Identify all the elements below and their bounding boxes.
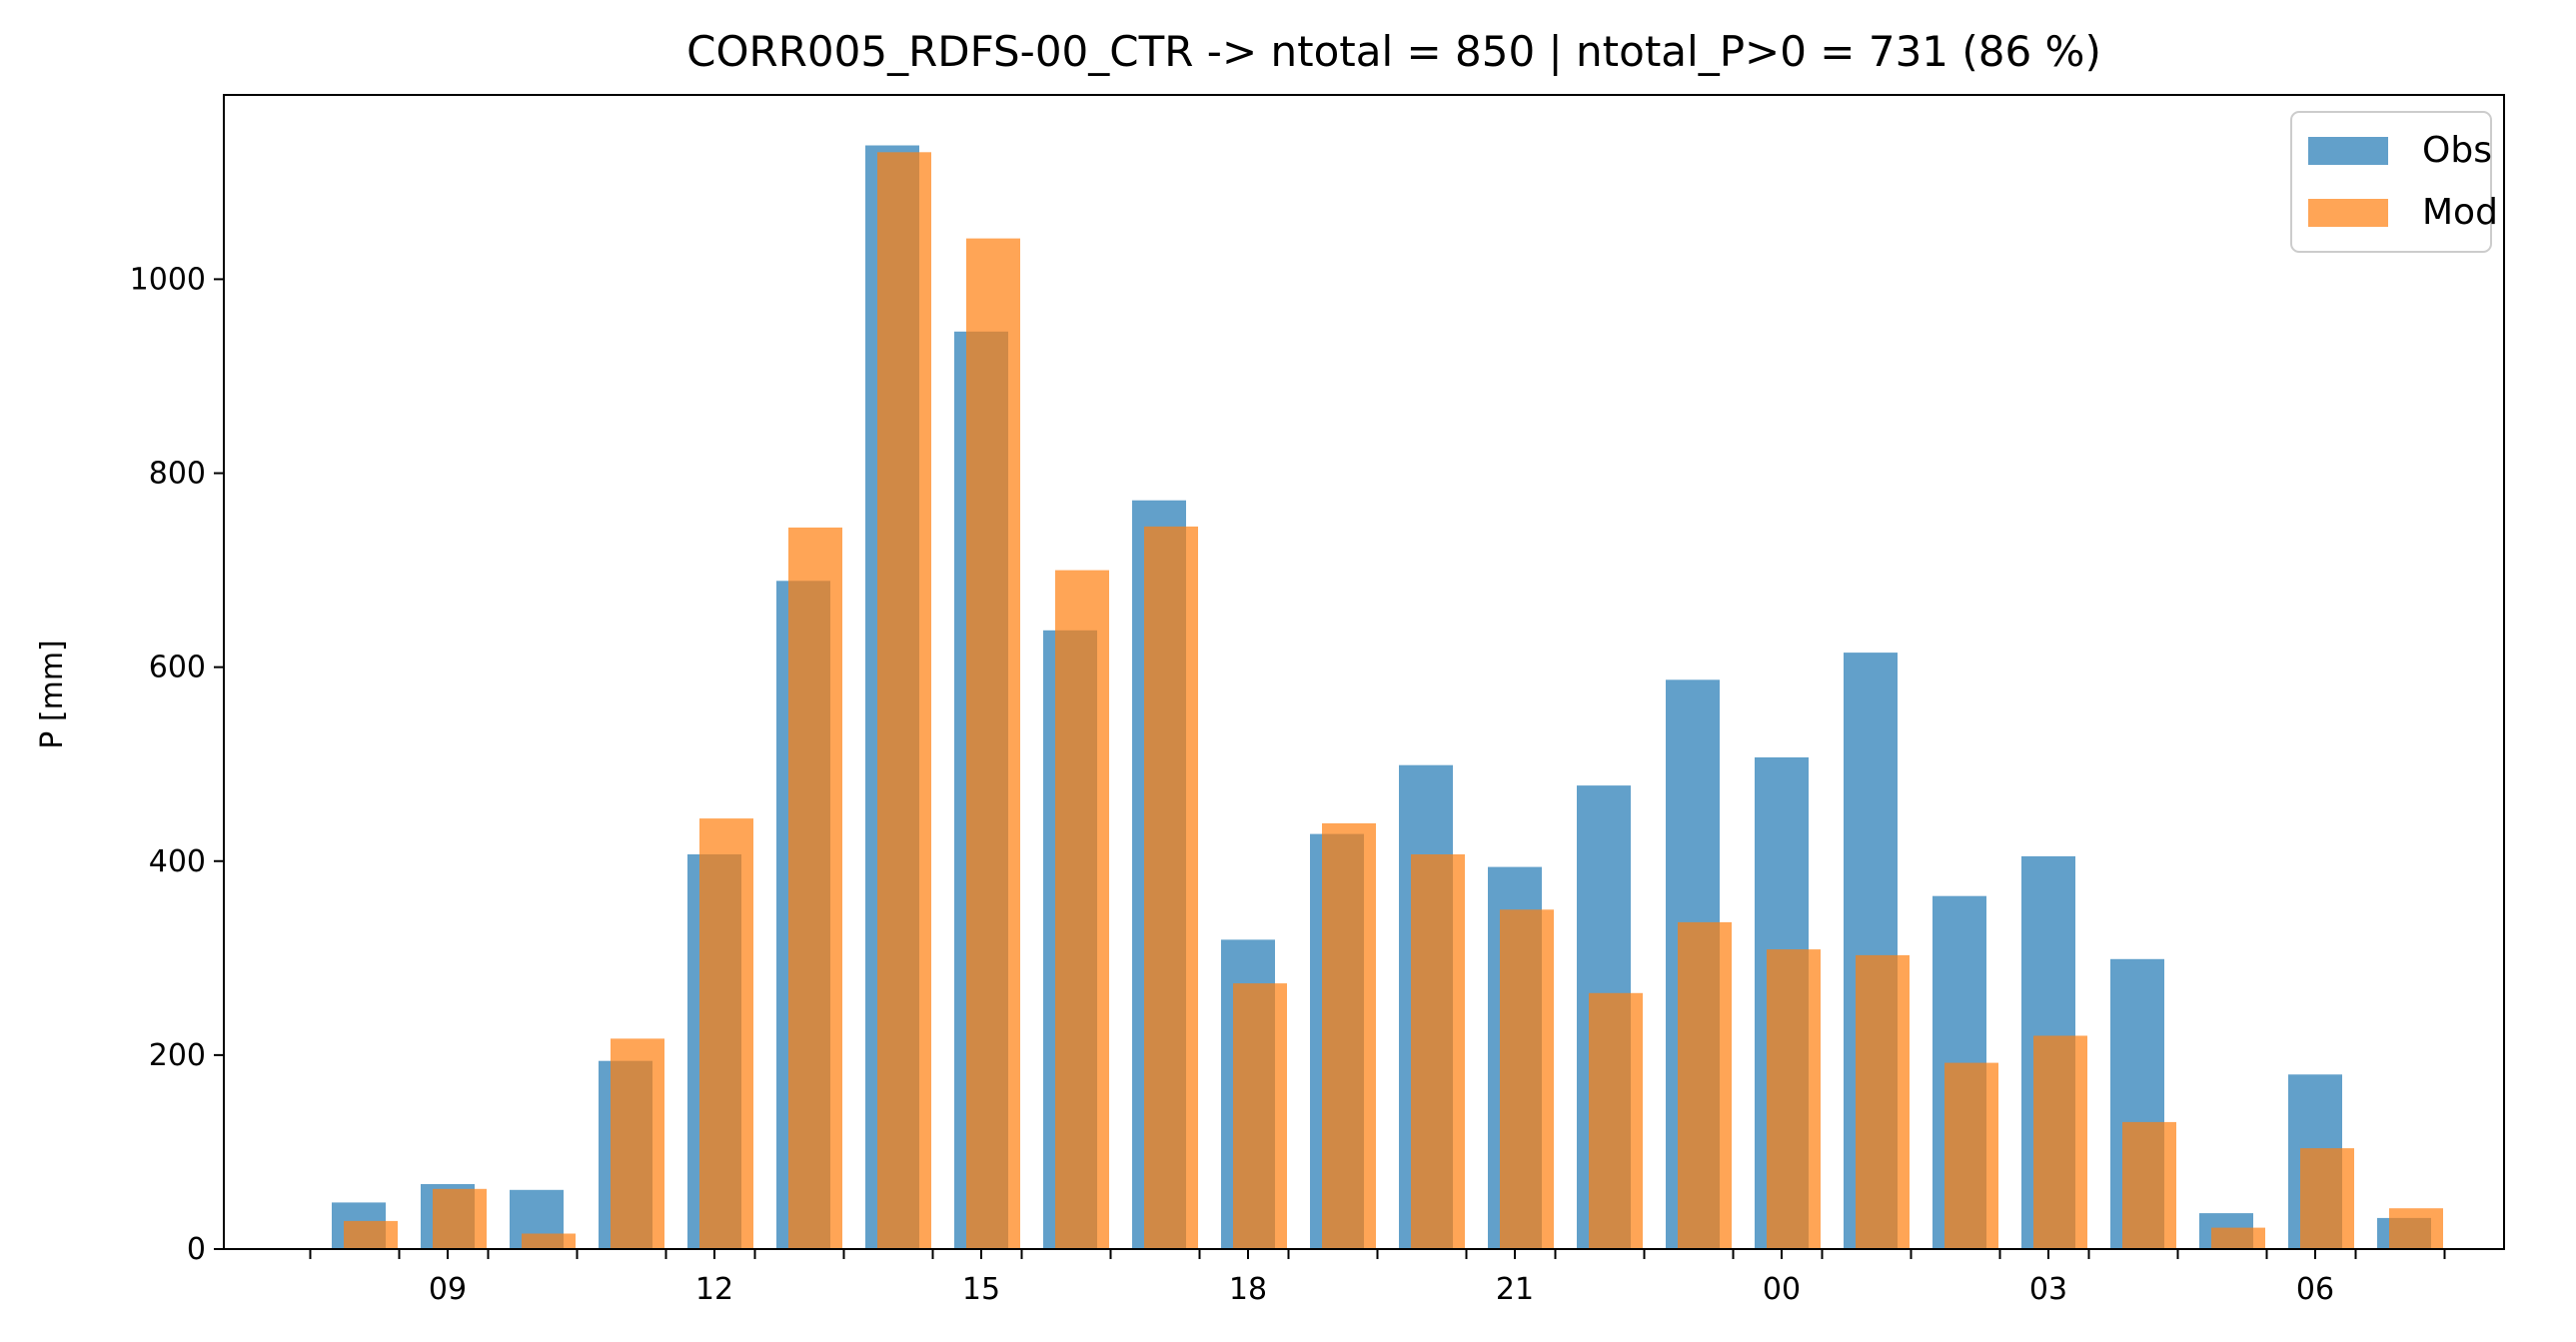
bar-mod-3 [611,1038,664,1249]
bar-mod-22 [2300,1148,2354,1249]
y-tick-label-400: 400 [149,844,206,879]
bar-mod-6 [877,152,931,1249]
bar-mod-10 [1233,983,1287,1249]
bar-mod-9 [1144,526,1198,1249]
bar-mod-21 [2211,1227,2265,1249]
plot-frame [223,94,2505,1250]
x-tick-label-03: 03 [2029,1272,2067,1307]
bar-mod-19 [2033,1035,2087,1249]
legend-swatch-obs [2308,137,2388,165]
bar-mod-5 [788,527,842,1249]
legend: Obs Mod [2290,111,2498,253]
bar-mod-23 [2389,1208,2443,1249]
bar-mod-14 [1589,992,1643,1249]
chart-title: CORR005_RDFS-00_CTR -> ntotal = 850 | nt… [686,27,2101,76]
x-tick-label-21: 21 [1496,1272,1534,1307]
y-tick-label-200: 200 [149,1038,206,1073]
bar-mod-0 [344,1220,398,1249]
legend-label-obs: Obs [2422,130,2492,171]
y-tick-label-1000: 1000 [130,262,206,297]
bar-mod-16 [1767,949,1821,1249]
legend-swatch-mod [2308,199,2388,227]
bar-mod-15 [1678,921,1732,1249]
bar-mod-7 [966,238,1020,1250]
bar-mod-17 [1856,954,1910,1249]
y-tick-label-600: 600 [149,651,206,685]
bar-mod-12 [1411,854,1465,1249]
axes-layer: 0 200 400 600 800 1000 09 12 15 18 21 00 03 06 [130,262,2446,1307]
bar-mod-18 [1944,1062,1998,1249]
bar-mod-2 [522,1233,576,1249]
y-tick-label-800: 800 [149,457,206,492]
bars-layer [332,145,2443,1250]
bar-mod-11 [1322,822,1376,1249]
x-tick-label-00: 00 [1763,1272,1801,1307]
bar-mod-20 [2122,1121,2176,1249]
y-axis-label: P [mm] [35,640,70,748]
x-tick-label-09: 09 [429,1272,467,1307]
bar-mod-1 [433,1188,487,1249]
y-tick-label-0: 0 [187,1232,206,1267]
legend-label-mod: Mod [2422,192,2498,233]
bar-mod-13 [1500,909,1554,1249]
x-tick-label-06: 06 [2296,1272,2334,1307]
x-tick-label-15: 15 [962,1272,1000,1307]
bar-mod-8 [1055,570,1109,1249]
x-tick-label-12: 12 [695,1272,733,1307]
bar-mod-4 [699,818,753,1249]
x-tick-label-18: 18 [1229,1272,1267,1307]
